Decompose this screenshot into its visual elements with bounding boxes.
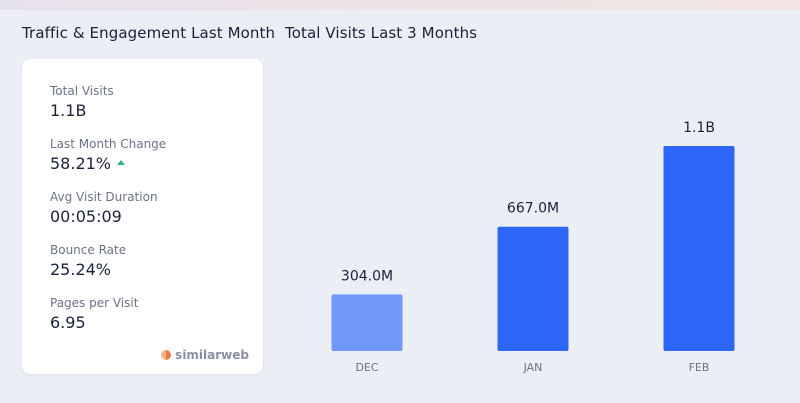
metric-total-visits: Total Visits 1.1B <box>50 84 114 120</box>
bar-feb <box>663 146 735 351</box>
metric-label: Avg Visit Duration <box>50 190 158 204</box>
metric-value-row: 58.21% <box>50 154 166 173</box>
metric-label: Pages per Visit <box>50 296 139 310</box>
brand-name: similarweb <box>175 348 249 362</box>
total-visits-bar-chart: 304.0M DEC 667.0M JAN 1.1B FEB <box>331 120 735 374</box>
metric-label: Last Month Change <box>50 137 167 151</box>
bar-dec <box>331 294 403 351</box>
bar-jan <box>497 226 569 351</box>
similarweb-logo: similarweb <box>161 348 249 362</box>
top-decorative-strip <box>0 0 800 10</box>
metric-label: Bounce Rate <box>50 243 127 257</box>
category-label-feb: FEB <box>689 361 710 374</box>
metric-last-month-change: Last Month Change 58.21% <box>50 137 166 173</box>
data-label-feb: 1.1B <box>683 120 715 136</box>
metric-pages-per-visit: Pages per Visit 6.95 <box>50 296 138 332</box>
data-label-jan: 667.0M <box>507 201 559 217</box>
traffic-engagement-title: Traffic & Engagement Last Month <box>22 24 276 42</box>
trend-up-icon <box>117 160 126 165</box>
metric-value: 1.1B <box>50 101 87 120</box>
metric-avg-visit-duration: Avg Visit Duration 00:05:09 <box>50 190 158 226</box>
metric-value: 6.95 <box>50 313 86 332</box>
metric-bounce-rate: Bounce Rate 25.24% <box>50 243 126 279</box>
category-label-jan: JAN <box>523 361 543 374</box>
metrics-card: Total Visits 1.1B Last Month Change 58.2… <box>22 59 263 374</box>
similarweb-logo-icon <box>161 350 172 360</box>
data-label-dec: 304.0M <box>341 268 393 284</box>
metric-value: 00:05:09 <box>50 207 122 226</box>
metric-value: 25.24% <box>50 260 112 279</box>
total-visits-chart-title: Total Visits Last 3 Months <box>285 24 478 42</box>
metric-label: Total Visits <box>50 84 114 98</box>
metric-value: 58.21% <box>50 154 112 173</box>
category-label-dec: DEC <box>355 361 378 374</box>
